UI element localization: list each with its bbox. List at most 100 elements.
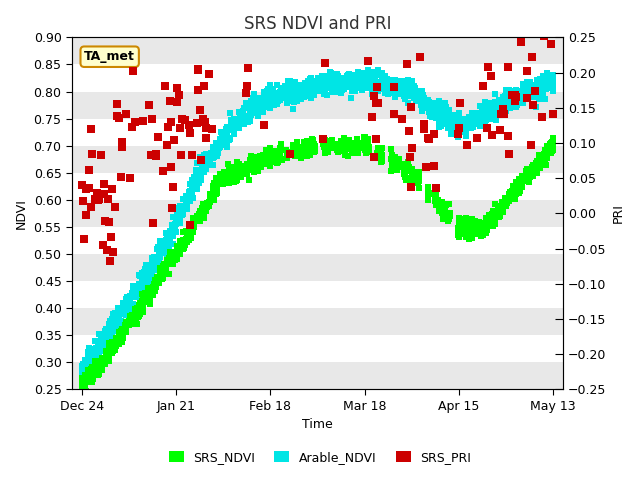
Point (447, 120, 457, 128)
Point (303, 145, 313, 153)
Point (215, 135, 225, 143)
Point (423, 189, 433, 196)
Point (431, 199, 441, 206)
Point (248, 102, 258, 109)
Point (430, 194, 440, 202)
Point (235, 118, 245, 126)
Point (106, 317, 116, 325)
Point (285, 150, 295, 157)
Point (158, 248, 168, 255)
Point (107, 348, 117, 356)
Point (77, 369, 87, 377)
Point (81, 362, 92, 370)
Point (468, 118, 478, 126)
Point (285, 95, 295, 103)
Point (504, 86, 514, 94)
Point (285, 88, 296, 96)
Point (289, 86, 299, 94)
Point (115, 310, 125, 317)
Point (81, 374, 91, 382)
Point (234, 160, 244, 168)
Point (527, 86, 538, 94)
Point (196, 173, 206, 181)
Point (383, 90, 393, 97)
Point (444, 118, 454, 126)
Point (538, 85, 548, 93)
Point (376, 83, 387, 91)
Point (258, 152, 268, 159)
Point (209, 153, 219, 161)
Point (474, 224, 484, 232)
Point (392, 79, 403, 87)
Point (353, 141, 364, 148)
Point (271, 152, 282, 160)
Point (124, 317, 134, 324)
Point (262, 153, 272, 161)
Point (323, 148, 333, 156)
Point (100, 353, 111, 361)
Point (181, 200, 191, 207)
Point (373, 147, 383, 155)
Point (367, 86, 377, 94)
Point (477, 108, 488, 116)
Point (393, 156, 403, 163)
Point (140, 298, 150, 305)
Point (450, 118, 460, 126)
Point (208, 146, 218, 154)
Point (229, 127, 239, 135)
Point (350, 80, 360, 87)
Point (431, 99, 441, 107)
Point (319, 139, 329, 146)
Point (511, 97, 521, 105)
Point (387, 152, 397, 159)
Point (262, 151, 273, 159)
Point (133, 308, 143, 316)
Point (541, 69, 552, 77)
Point (513, 90, 524, 97)
Point (228, 168, 238, 175)
Point (293, 150, 303, 157)
Point (175, 204, 186, 212)
Point (340, 74, 351, 82)
Point (231, 178, 241, 185)
Point (91, 349, 101, 357)
Point (309, 81, 319, 88)
Point (358, 84, 369, 92)
Point (184, 230, 195, 238)
Point (150, 254, 161, 262)
Point (323, 144, 333, 151)
Point (407, 168, 417, 176)
Point (467, 115, 477, 122)
Point (191, 182, 201, 190)
Point (534, 83, 544, 91)
Point (439, 117, 449, 124)
Point (228, 174, 238, 181)
Point (298, 147, 308, 155)
Point (295, 92, 305, 99)
Point (340, 79, 350, 86)
Point (363, 74, 373, 82)
Point (178, 208, 188, 216)
Point (295, 90, 305, 98)
Point (280, 88, 290, 96)
Point (98, 355, 108, 362)
Point (511, 188, 522, 196)
Point (271, 157, 282, 165)
Point (157, 276, 167, 283)
Point (468, 226, 478, 234)
Point (308, 143, 319, 150)
Point (94, 365, 104, 372)
Point (155, 249, 165, 257)
Point (538, 156, 548, 164)
Point (316, 81, 326, 88)
Point (346, 75, 356, 83)
Point (130, 314, 140, 322)
Point (541, 84, 551, 92)
Point (276, 86, 286, 94)
Point (477, 222, 488, 229)
Point (118, 331, 128, 339)
Point (508, 191, 518, 199)
Point (471, 225, 481, 232)
Point (454, 122, 464, 130)
Point (174, 248, 184, 256)
